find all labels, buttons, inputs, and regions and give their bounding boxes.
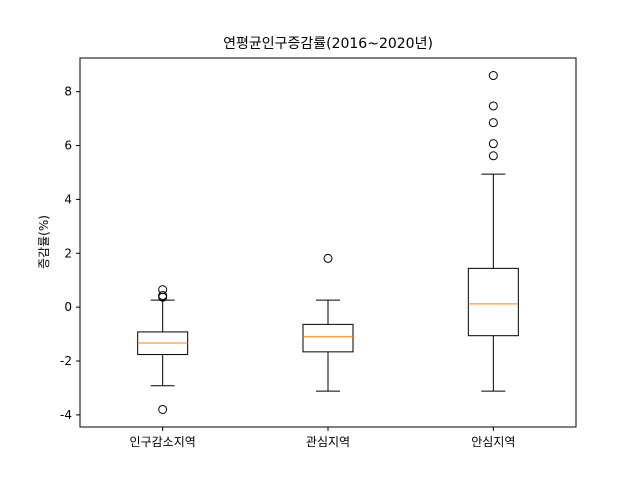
y-axis-label: 증감률(%) <box>37 215 51 269</box>
y-tick-label: 0 <box>64 300 72 314</box>
y-tick-label: 8 <box>64 85 72 99</box>
chart-title: 연평균인구증감률(2016~2020년) <box>223 36 433 52</box>
outlier-point <box>488 118 498 128</box>
y-tick-label: -2 <box>60 354 72 368</box>
plot-frame <box>79 57 577 428</box>
outlier-point <box>158 404 168 414</box>
outlier-point <box>488 151 498 161</box>
plot-area: -4 -2 0 2 4 6 8 인구감소지역 관심지역 안심지역 <box>60 71 519 449</box>
outlier-point <box>488 101 498 111</box>
outlier-point <box>488 139 498 149</box>
x-tick-label: 관심지역 <box>306 435 350 449</box>
x-tick-label: 안심지역 <box>471 435 515 449</box>
box-iqr <box>302 323 354 353</box>
box-iqr <box>467 267 519 337</box>
y-tick-label: 4 <box>64 192 72 206</box>
outlier-point <box>158 291 168 301</box>
y-tick-label: 6 <box>64 139 72 153</box>
outlier-point <box>323 253 333 263</box>
outlier-point <box>158 285 168 295</box>
y-tick-label: 2 <box>64 246 72 260</box>
x-tick-label: 인구감소지역 <box>130 435 196 449</box>
y-tick-label: -4 <box>60 408 72 422</box>
outlier-point <box>488 71 498 81</box>
